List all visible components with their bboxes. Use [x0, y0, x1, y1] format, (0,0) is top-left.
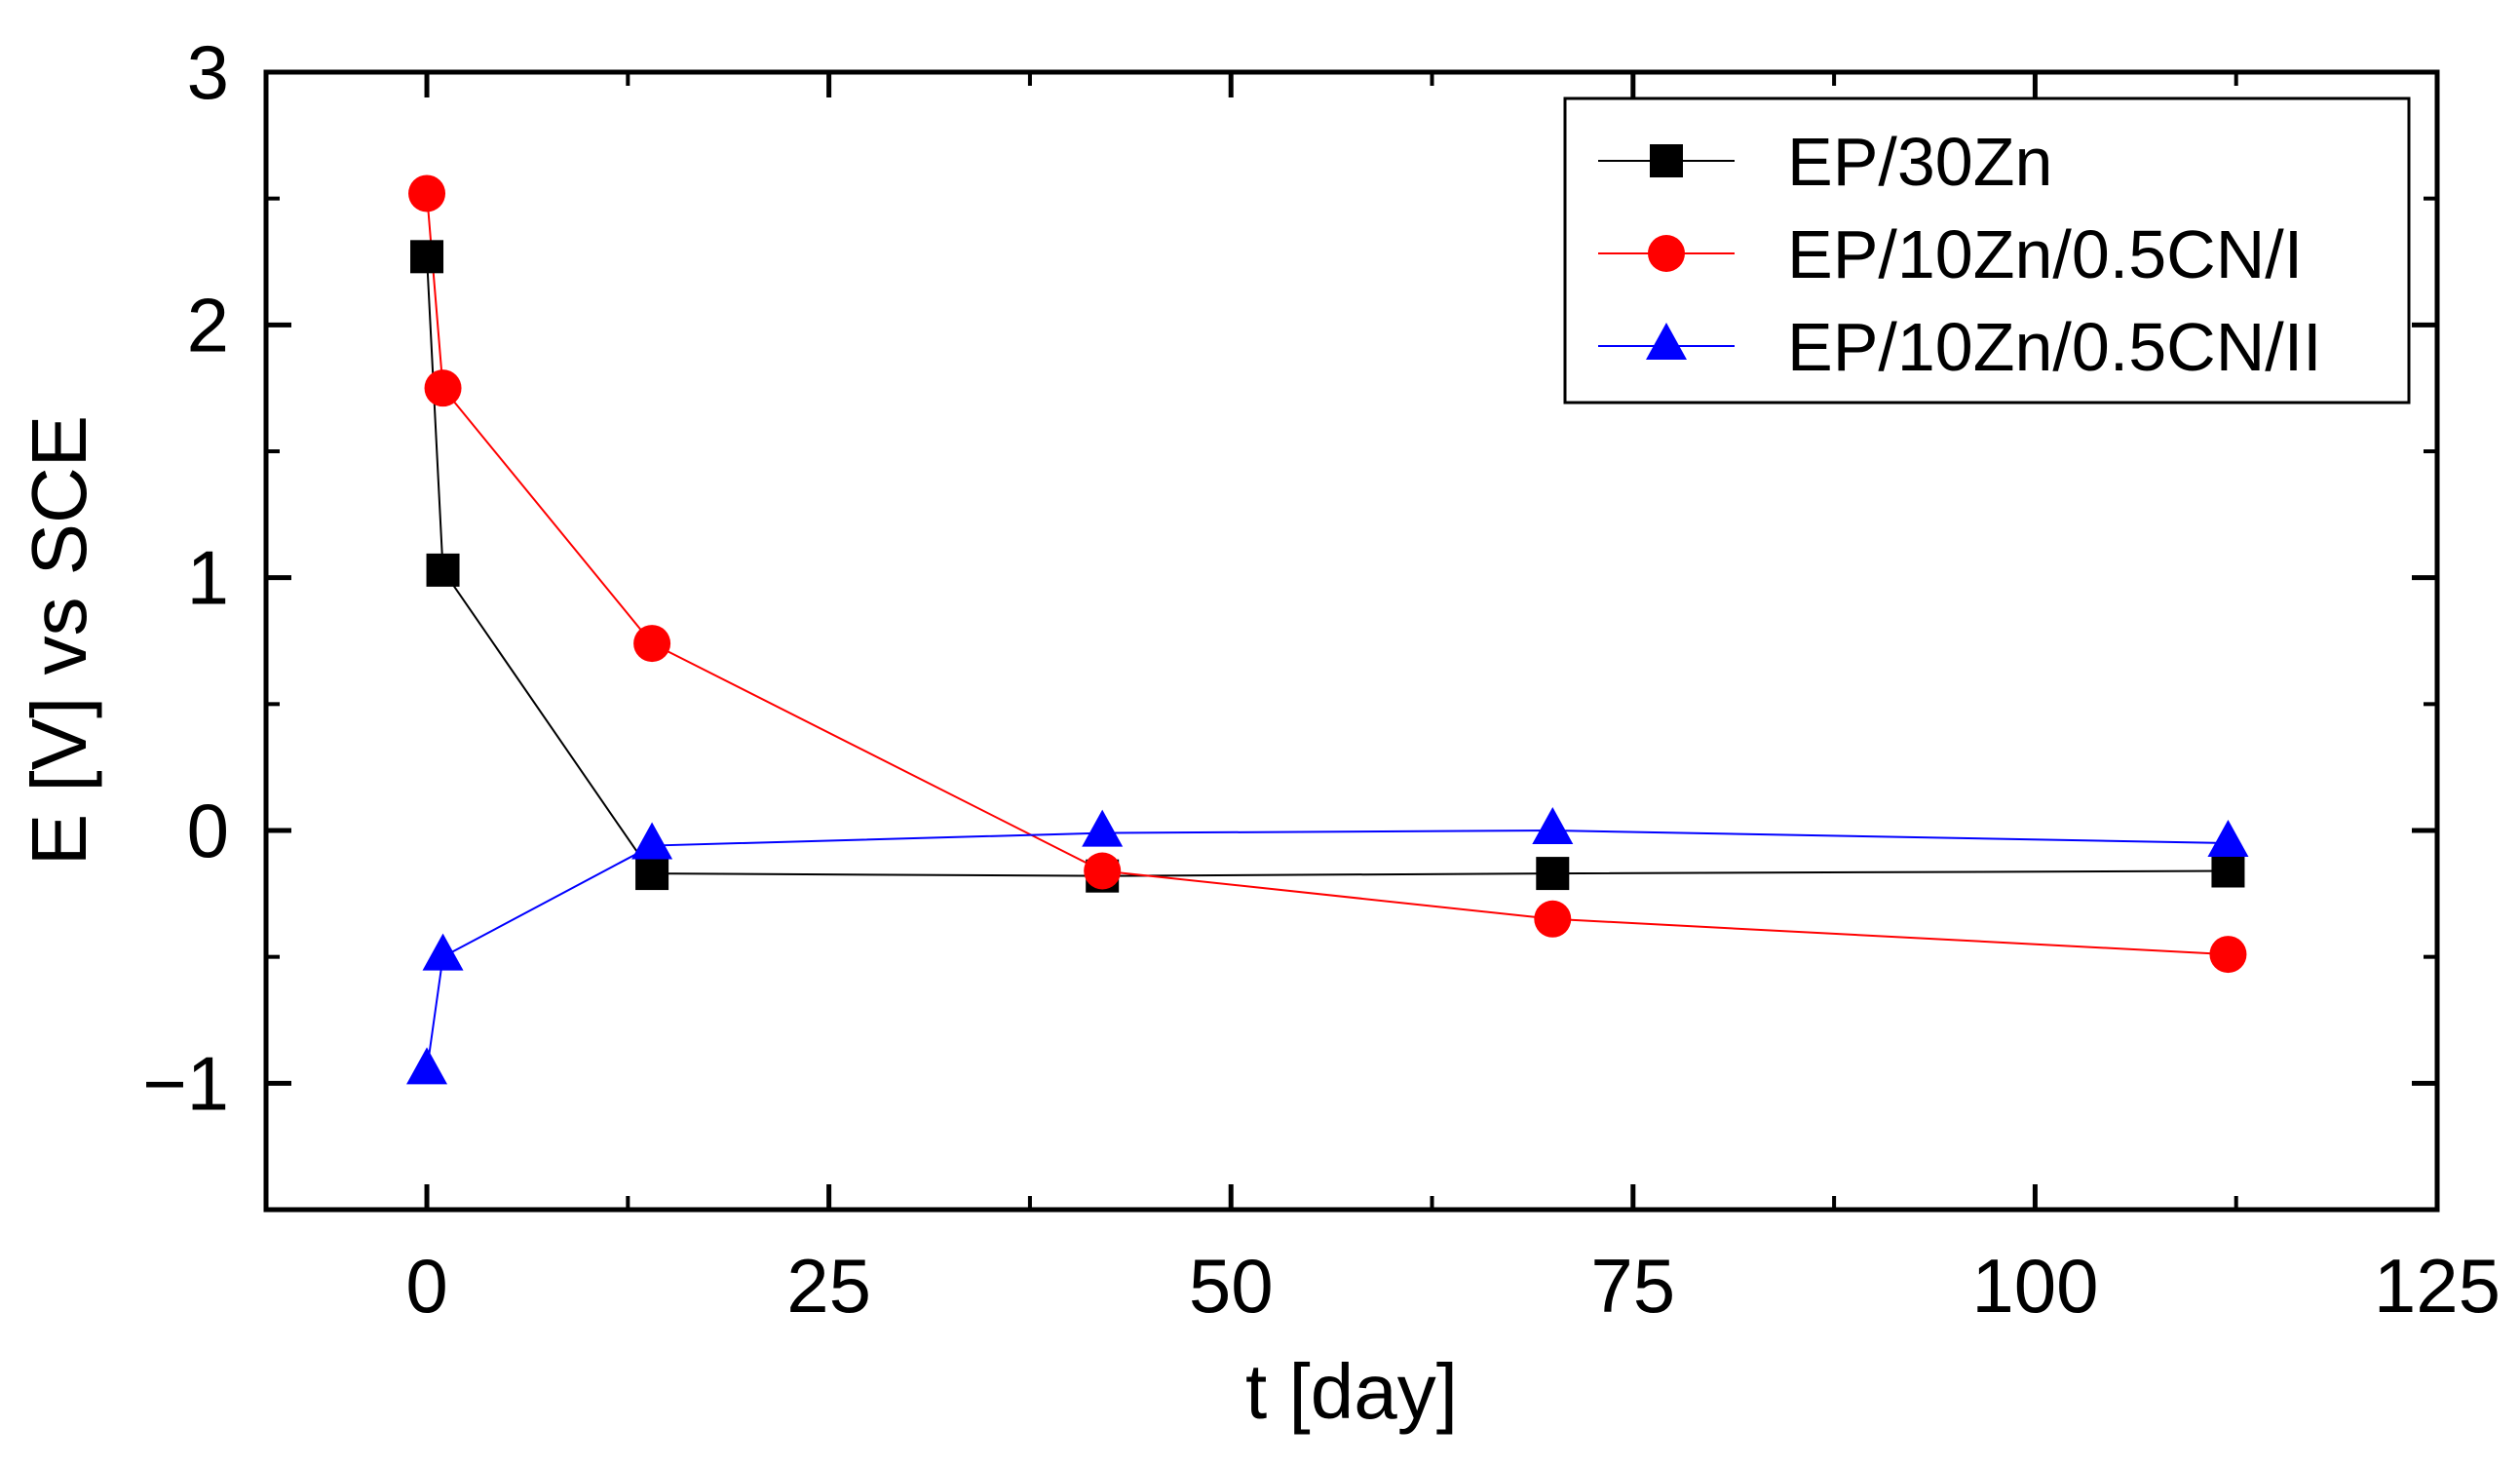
y-tick-label: 1 [187, 535, 229, 621]
plot-frame [263, 69, 2440, 1213]
legend-label-ep-10zn-0-5cn-ii: EP/10Zn/0.5CN/II [1787, 309, 2322, 385]
data-point-ep-30zn [635, 857, 669, 891]
data-point-ep-10zn-0-5cn-i [1084, 852, 1122, 890]
data-point-ep-10zn-0-5cn-i [2209, 936, 2247, 974]
y-tick-label: 3 [187, 29, 229, 115]
data-point-ep-10zn-0-5cn-ii [631, 822, 673, 860]
legend-marker-ep-10zn-0-5cn-ii [1646, 323, 1687, 360]
legend-marker-ep-30zn [1650, 144, 1683, 177]
y-axis-title: E [V] vs SCE [16, 415, 102, 866]
y-tick-label: 2 [187, 282, 229, 367]
legend-label-ep-10zn-0-5cn-i: EP/10Zn/0.5CN/I [1787, 216, 2303, 292]
x-tick-label: 25 [786, 1243, 871, 1329]
series-lines [426, 193, 2229, 1071]
x-tick-label: 100 [1971, 1243, 2098, 1329]
data-point-ep-10zn-0-5cn-ii [1532, 807, 1574, 844]
data-point-ep-30zn [426, 553, 460, 587]
data-point-ep-30zn [410, 240, 444, 274]
y-tick-label: 0 [187, 788, 229, 873]
data-point-ep-10zn-0-5cn-i [424, 369, 462, 407]
data-point-ep-10zn-0-5cn-i [1534, 900, 1572, 938]
data-point-ep-10zn-0-5cn-ii [2207, 819, 2249, 857]
data-point-ep-30zn [1536, 857, 1570, 891]
x-tick-label: 50 [1189, 1243, 1274, 1329]
series-line-ep-10zn-0-5cn-ii [426, 829, 2229, 1071]
x-tick-label: 125 [2374, 1243, 2501, 1329]
tick-labels: 0 25 50 75 100 125 −1 0 1 2 3 [142, 29, 2501, 1329]
x-tick-label: 75 [1590, 1243, 1675, 1329]
data-point-ep-10zn-0-5cn-ii [406, 1047, 448, 1085]
x-tick-label: 0 [405, 1243, 447, 1329]
series-line-ep-30zn [426, 256, 2229, 877]
y-tick-label: −1 [142, 1040, 229, 1126]
data-point-ep-10zn-0-5cn-i [633, 625, 671, 663]
legend-marker-ep-10zn-0-5cn-i [1648, 235, 1685, 272]
legend-label-ep-30zn: EP/30Zn [1787, 124, 2052, 200]
series-markers [406, 174, 2249, 1085]
data-point-ep-10zn-0-5cn-ii [422, 933, 464, 971]
x-axis-title: t [day] [1245, 1348, 1458, 1435]
data-point-ep-10zn-0-5cn-ii [1082, 809, 1124, 847]
data-point-ep-30zn [2211, 854, 2245, 888]
data-point-ep-10zn-0-5cn-i [408, 174, 446, 212]
legend: EP/30Zn EP/10Zn/0.5CN/I EP/10Zn/0.5CN/II [1563, 96, 2411, 405]
series-line-ep-10zn-0-5cn-i [426, 193, 2229, 956]
legend-box [1563, 96, 2411, 405]
